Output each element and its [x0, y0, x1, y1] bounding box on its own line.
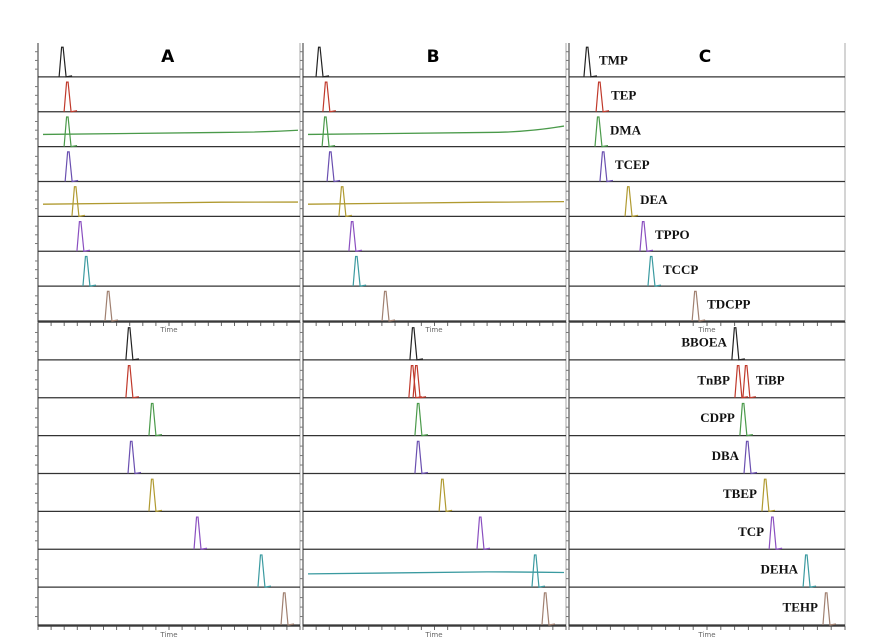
- peak-trace: [348, 221, 363, 252]
- peak-trace: [322, 81, 336, 113]
- peak-trace: [148, 402, 163, 437]
- peak-trace: [82, 255, 97, 287]
- peak-trace: [193, 516, 208, 550]
- peak-trace: [71, 186, 86, 218]
- peak-trace: [476, 516, 491, 550]
- panel-label-A: A: [161, 47, 175, 67]
- peak-trace: [414, 440, 429, 475]
- x-axis-label-B: Time: [425, 631, 443, 639]
- baseline-drift-trace: [42, 201, 299, 205]
- peak-trace: [338, 186, 353, 218]
- peak-trace: [125, 327, 140, 361]
- compound-label: DEA: [640, 192, 668, 207]
- x-axis-label-A: Time: [160, 631, 178, 639]
- compound-label: TCEP: [615, 157, 650, 172]
- peak-trace: [104, 290, 119, 322]
- peak-trace: [352, 255, 367, 287]
- peak-trace: [438, 478, 453, 513]
- compound-label: TnBP: [697, 372, 730, 387]
- panel-label-B: B: [427, 47, 440, 67]
- peak-trace: [822, 592, 837, 626]
- baseline-drift-trace: [307, 125, 565, 136]
- peak-trace: [76, 221, 91, 252]
- peak-trace: [414, 402, 429, 437]
- baseline-drift-trace: [307, 571, 565, 575]
- peak-trace: [64, 151, 79, 183]
- peak-trace: [125, 364, 140, 399]
- peak-trace: [743, 440, 758, 475]
- baseline-drift-trace: [42, 129, 299, 136]
- peak-trace: [280, 592, 295, 626]
- peak-trace: [761, 478, 776, 513]
- compound-label: BBOEA: [681, 334, 727, 349]
- compound-label: TPPO: [655, 227, 690, 242]
- compound-label: DMA: [610, 122, 642, 137]
- peak-trace: [802, 554, 817, 588]
- peak-trace: [639, 221, 654, 252]
- peak-trace: [408, 364, 422, 399]
- peak-trace: [315, 46, 330, 78]
- peak-trace: [63, 116, 78, 148]
- compound-label: TBEP: [723, 486, 757, 501]
- compound-label: DBA: [712, 448, 740, 463]
- x-axis-label-C-top: Time: [698, 326, 716, 334]
- peak-trace: [691, 290, 706, 322]
- panel-label-C: C: [699, 47, 711, 67]
- compound-label: TCP: [738, 524, 764, 539]
- peak-trace: [595, 81, 610, 113]
- compound-label: TEHP: [783, 600, 818, 615]
- compound-label: CDPP: [700, 410, 735, 425]
- peak-trace: [734, 364, 749, 399]
- peak-trace: [647, 255, 662, 287]
- compound-label: TEP: [611, 87, 636, 102]
- peak-trace: [326, 151, 341, 183]
- peak-trace: [257, 554, 272, 588]
- peak-trace: [599, 151, 614, 183]
- compound-label: DEHA: [761, 562, 799, 577]
- peak-trace: [739, 402, 753, 437]
- compound-label: TMP: [599, 53, 628, 68]
- peak-trace: [127, 440, 142, 475]
- compound-label: TiBP: [756, 372, 785, 387]
- peak-trace: [381, 290, 396, 322]
- peak-trace: [742, 364, 757, 399]
- peak-trace: [768, 516, 783, 550]
- peak-trace: [541, 592, 556, 626]
- x-axis-label-A-top: Time: [160, 326, 178, 334]
- compound-label: TCCP: [663, 262, 698, 277]
- peak-trace: [594, 116, 609, 148]
- x-axis-label-B-top: Time: [425, 326, 443, 334]
- peak-trace: [531, 554, 546, 588]
- peak-trace: [321, 116, 336, 148]
- peak-trace: [624, 186, 639, 218]
- peak-trace: [412, 364, 427, 399]
- peak-trace: [58, 46, 73, 78]
- peak-trace: [409, 327, 424, 361]
- peak-trace: [148, 478, 163, 513]
- peak-trace: [583, 46, 598, 78]
- x-axis-label-C: Time: [698, 631, 716, 639]
- peak-trace: [731, 327, 745, 361]
- baseline-drift-trace: [307, 201, 565, 205]
- peak-trace: [63, 81, 78, 113]
- compound-label: TDCPP: [707, 297, 750, 312]
